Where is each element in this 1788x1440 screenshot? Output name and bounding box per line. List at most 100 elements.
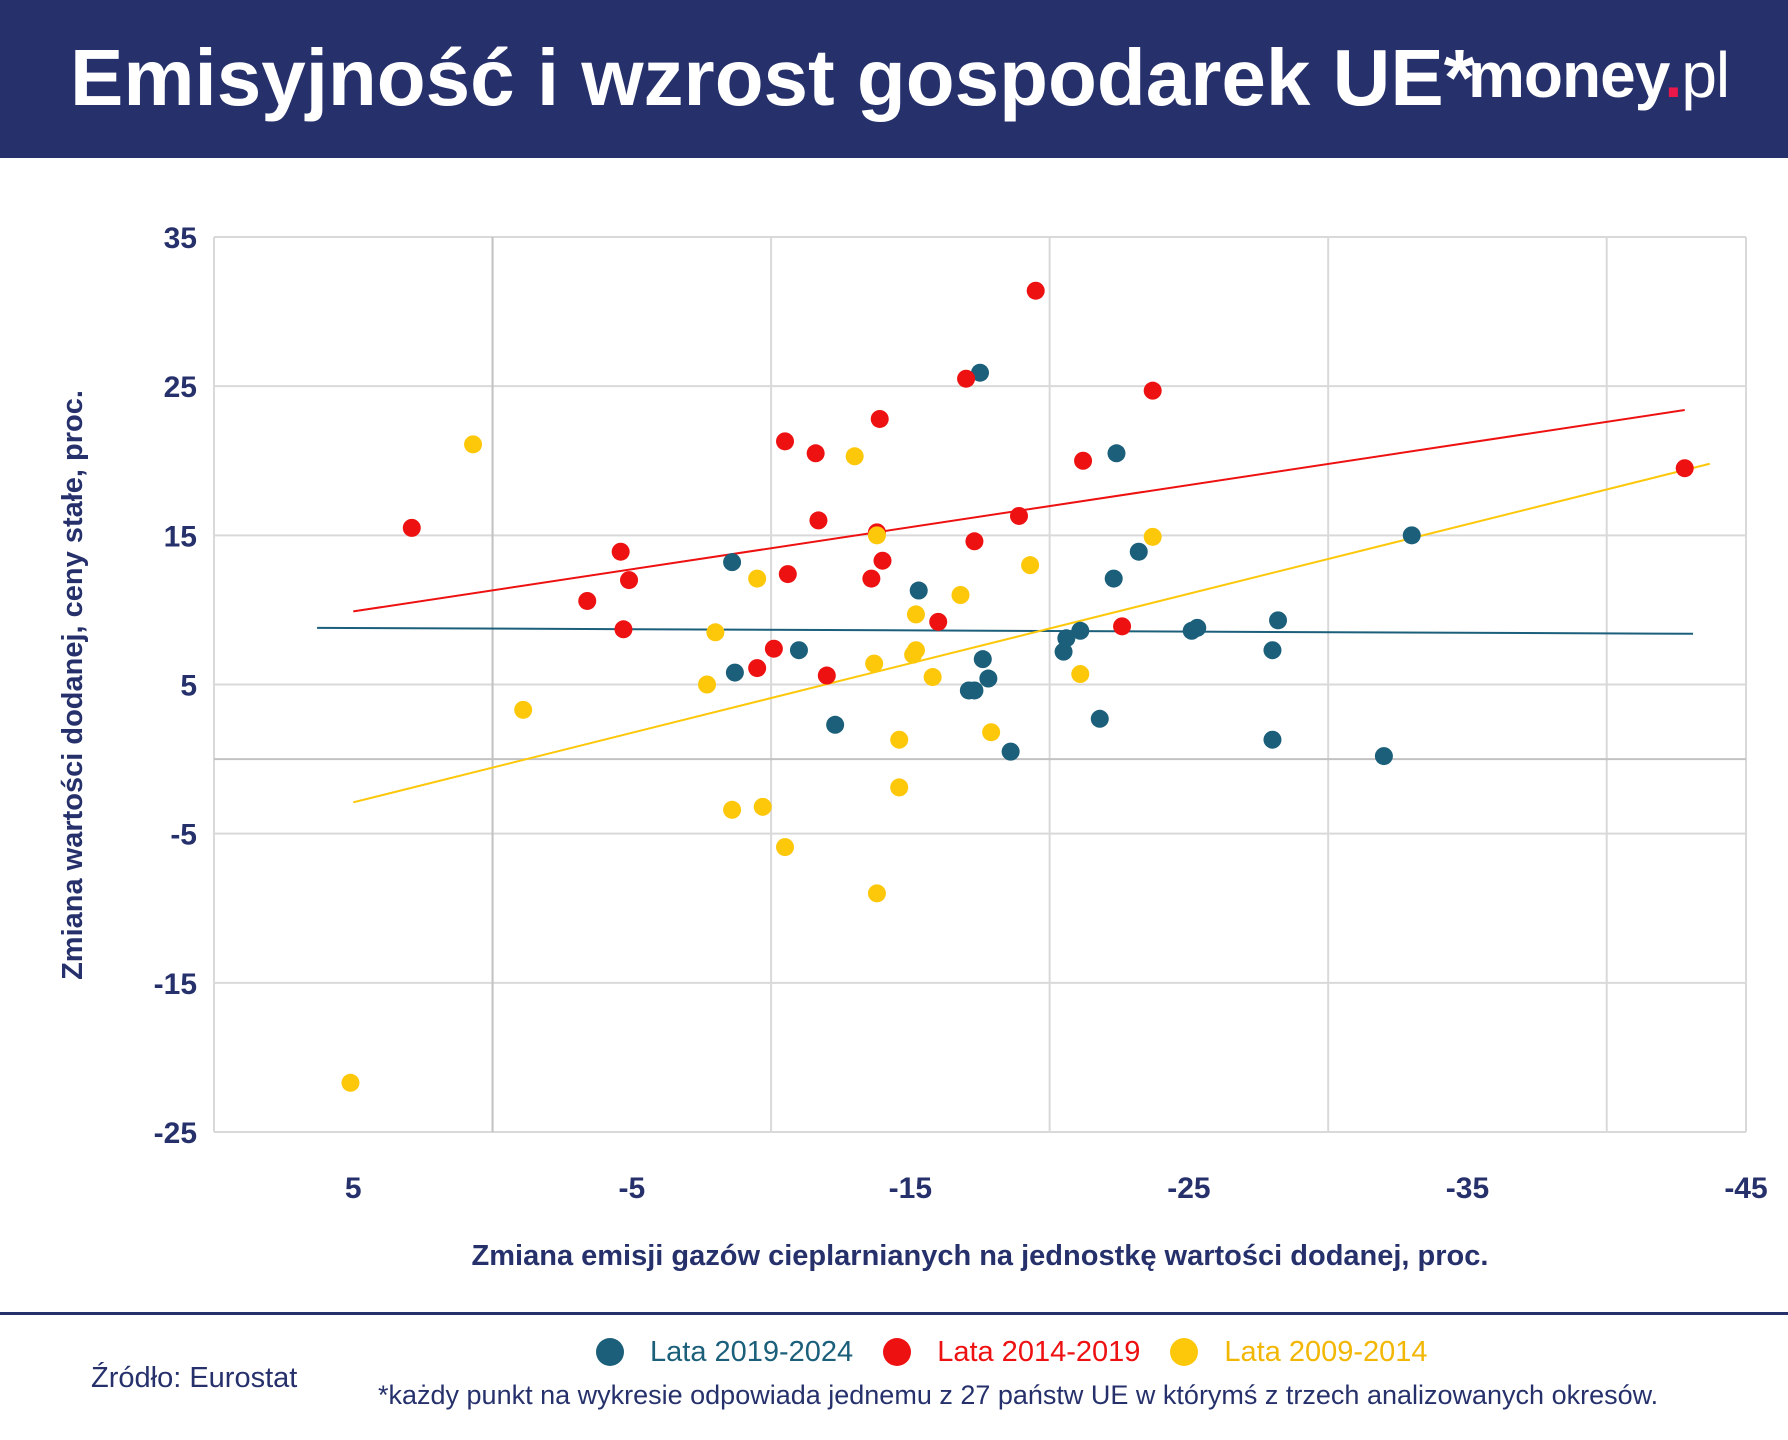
logo-main: money [1468,39,1666,111]
y-tick-label: 35 [164,222,197,255]
logo-suffix: pl [1681,39,1730,111]
footnote: *każdy punkt na wykresie odpowiada jedne… [378,1380,1659,1410]
data-point [1143,381,1162,400]
legend: Lata 2019-2024 Lata 2014-2019 Lata 2009-… [596,1330,1458,1374]
data-point [778,565,797,584]
data-point [923,668,942,687]
x-tick-label: -5 [618,1172,645,1205]
legend-marker-2014-2019 [883,1338,912,1366]
data-point [971,363,989,382]
x-axis-label: Zmiana emisji gazów cieplarnianych na je… [472,1240,1489,1272]
data-point [748,659,767,678]
footer-divider [0,1312,1788,1315]
data-point [341,1073,360,1092]
legend-item-2019-2024: Lata 2019-2024 [596,1336,853,1369]
data-point [1188,618,1207,637]
data-point [578,591,597,610]
data-point [890,730,909,749]
data-point [890,778,909,797]
data-point [1071,665,1090,684]
data-point [1057,629,1076,648]
data-point [764,639,783,658]
data-point [1021,556,1040,575]
legend-marker-2019-2024 [596,1338,624,1366]
legend-item-2014-2019: Lata 2014-2019 [883,1336,1140,1369]
data-point [753,797,772,816]
data-point [826,715,845,734]
trendline [353,462,1711,804]
data-point [698,675,717,694]
logo-dot: . [1664,39,1683,111]
data-point [1090,709,1109,728]
data-point [748,569,767,588]
data-point [723,800,742,819]
money-pl-logo: money.pl [1468,38,1730,112]
data-point [1129,542,1148,561]
data-point [873,551,892,570]
data-point [870,409,889,428]
data-point [806,444,825,463]
data-point [957,369,976,388]
data-point [1374,747,1393,766]
y-tick-label: 5 [180,670,197,703]
data-point [514,700,533,719]
legend-marker-2009-2014 [1170,1338,1199,1366]
y-tick-label: -5 [170,819,197,852]
chart-title: Emisyjność i wzrost gospodarek UE* [70,33,1475,122]
data-point [845,447,864,466]
y-tick-label: 25 [164,371,197,404]
data-point [929,612,948,631]
data-point [867,526,886,545]
data-point [464,435,483,454]
source-note: Źródło: Eurostat [91,1362,298,1394]
data-point [906,605,925,624]
data-point [979,669,998,688]
data-point [1263,730,1282,749]
legend-label-2014-2019: Lata 2014-2019 [937,1335,1141,1368]
x-tick-label: -15 [889,1172,932,1205]
legend-label-2009-2014: Lata 2009-2014 [1224,1335,1428,1368]
x-tick-label: -45 [1724,1172,1767,1205]
data-point [723,553,742,572]
data-point [776,838,795,857]
data-point [862,569,881,588]
data-point [789,641,808,660]
data-point [906,641,925,660]
data-point [706,623,725,642]
data-point [909,581,928,600]
y-tick-label: -25 [154,1117,197,1150]
x-tick-label: -25 [1167,1172,1210,1205]
trendline [317,626,1694,635]
y-axis-label: Zmiana wartości dodanej, ceny stałe, pro… [57,390,89,980]
data-point [1074,451,1093,470]
data-point [620,571,639,590]
data-point [1054,642,1073,661]
data-point [1402,526,1421,545]
scatter-chart: 5 -5 -15 -25 -35 -45 35 25 15 5 -5 -15 -25 Zmiana em… [57,222,1768,1272]
data-point [809,511,828,530]
data-point [1009,506,1028,525]
data-point [1263,641,1282,660]
x-tick-label: 5 [345,1172,362,1205]
data-point [1675,459,1694,478]
data-point [1071,621,1090,640]
data-point [865,654,884,673]
y-tick-label: 15 [164,520,197,553]
legend-label-2019-2024: Lata 2019-2024 [650,1335,854,1368]
data-point [982,723,1001,742]
data-point [611,542,630,561]
data-point [965,532,984,551]
data-point [725,663,744,682]
data-point [867,884,886,903]
data-point [614,620,633,639]
data-point [776,432,795,451]
x-tick-label: -35 [1446,1172,1489,1205]
data-point [1113,617,1132,636]
data-point [973,650,992,669]
data-point [1107,444,1126,463]
data-point [402,518,421,537]
header-banner: Emisyjność i wzrost gospodarek UE* money… [0,0,1788,158]
chart-zero-lines [214,237,1746,1132]
data-point [1143,527,1162,546]
data-point [1001,742,1020,761]
